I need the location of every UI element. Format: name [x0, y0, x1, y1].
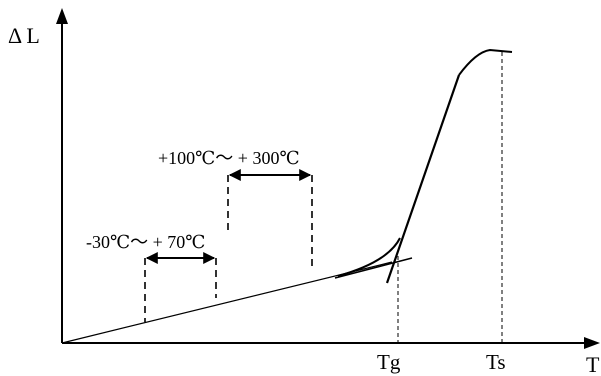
transition-curve	[337, 237, 401, 277]
y-axis-label: Δ L	[8, 23, 40, 48]
ts-label: Ts	[486, 350, 506, 374]
high-tangent-line	[385, 74, 461, 284]
low-tangent-line	[334, 257, 413, 279]
low-range-label: -30℃～ + 70℃	[86, 232, 205, 252]
high-range-label: +100℃～ + 300℃	[158, 148, 300, 168]
softening-curve	[458, 48, 513, 76]
y-axis-arrow-icon	[56, 8, 68, 24]
linear-expansion-line	[61, 261, 393, 344]
tg-label: Tg	[377, 350, 401, 374]
x-axis-label: T	[586, 352, 600, 376]
x-axis-arrow-icon	[584, 337, 600, 349]
